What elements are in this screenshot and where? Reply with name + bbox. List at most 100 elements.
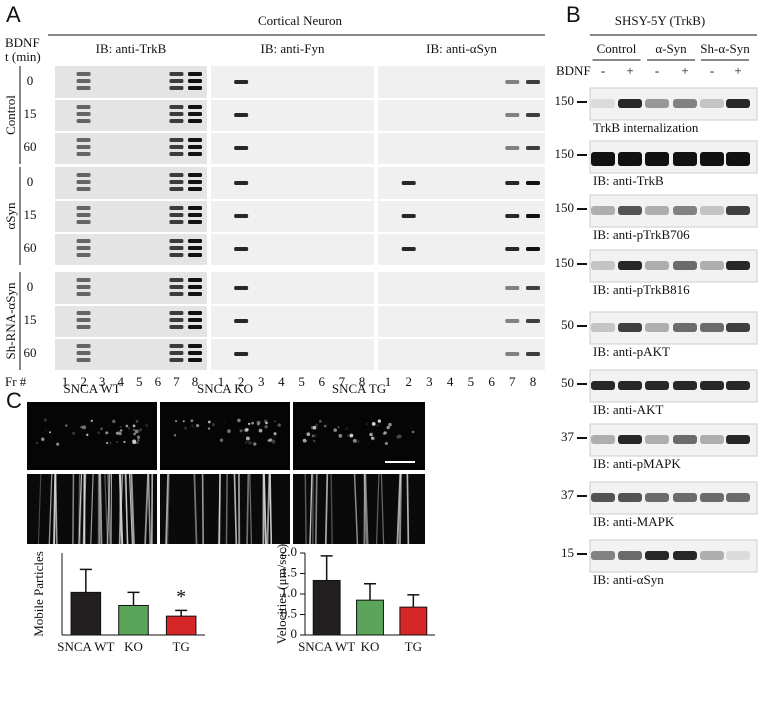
band — [188, 112, 202, 116]
speckle — [144, 423, 149, 428]
band — [188, 351, 202, 355]
band — [234, 352, 249, 356]
group-label: αSyn — [3, 202, 18, 230]
band — [726, 551, 750, 560]
speckle — [267, 439, 271, 442]
speckle — [71, 431, 76, 435]
speckle — [251, 421, 254, 425]
band — [505, 286, 520, 290]
band — [700, 152, 724, 166]
time-label: 0 — [27, 174, 34, 189]
band — [591, 381, 615, 390]
band — [526, 146, 540, 150]
band — [169, 86, 184, 90]
kymo-track — [125, 473, 129, 545]
band — [188, 180, 202, 184]
speckle — [245, 436, 250, 441]
speckle — [125, 424, 129, 428]
treatment: - — [655, 63, 659, 78]
band — [505, 352, 520, 356]
band — [169, 220, 184, 224]
kymo-track — [78, 473, 83, 545]
speckle — [365, 422, 369, 426]
band — [645, 152, 669, 166]
mw-marker: 150 — [555, 255, 575, 270]
band — [645, 493, 669, 502]
kymo-track — [90, 473, 94, 545]
kymo-track — [55, 473, 58, 545]
speckle — [345, 427, 348, 431]
bdnf-label: BDNF — [5, 35, 40, 50]
speckle — [257, 423, 260, 426]
speckle — [41, 437, 45, 441]
speckle — [237, 418, 241, 423]
y-tick-label: 0 — [291, 626, 298, 641]
band — [401, 214, 416, 218]
band — [526, 80, 540, 84]
speckle — [239, 429, 243, 433]
band — [76, 278, 91, 282]
panel-label: A — [6, 2, 21, 27]
speckle — [371, 436, 374, 440]
band — [673, 435, 697, 444]
band — [76, 152, 91, 156]
speckle — [245, 428, 249, 432]
band — [188, 138, 202, 142]
band — [188, 220, 202, 224]
speckle — [349, 433, 354, 438]
blot-caption: IB: anti-MAPK — [593, 514, 675, 529]
kymo-track — [106, 473, 111, 545]
speckle — [35, 441, 39, 445]
fraction-number: 4 — [447, 374, 454, 389]
bar — [399, 606, 428, 636]
band — [234, 181, 249, 185]
mw-marker: 15 — [561, 545, 574, 560]
band — [618, 206, 642, 215]
y-tick-label: 1.5 — [281, 564, 297, 579]
time-label: 0 — [27, 73, 34, 88]
band — [234, 113, 249, 117]
blot-label: IB: anti-TrkB — [96, 41, 167, 56]
mw-marker: 37 — [561, 429, 575, 444]
speckle — [80, 425, 83, 429]
band — [673, 551, 697, 560]
band — [169, 180, 184, 184]
kymo-track — [225, 473, 228, 545]
speckle — [212, 441, 216, 445]
x-tick-label: TG — [405, 639, 422, 654]
band — [726, 493, 750, 502]
band — [188, 145, 202, 149]
band — [618, 493, 642, 502]
blot-caption: IB: anti-αSyn — [593, 572, 664, 587]
band — [188, 246, 202, 250]
band — [526, 214, 540, 218]
band — [76, 325, 91, 329]
speckle — [265, 421, 268, 425]
kymo-track — [268, 473, 273, 545]
speckle — [86, 433, 89, 436]
treatment: + — [626, 63, 633, 78]
band — [618, 381, 642, 390]
kymo-track — [315, 473, 318, 545]
speckle — [97, 431, 101, 435]
band — [505, 247, 520, 251]
speckle — [133, 432, 136, 436]
band — [188, 79, 202, 83]
band — [618, 152, 642, 166]
fraction-number: 4 — [278, 374, 285, 389]
x-tick-label: KO — [361, 639, 380, 654]
band — [188, 311, 202, 315]
band — [188, 187, 202, 191]
kymo-track — [304, 473, 307, 545]
kymo-track — [119, 473, 124, 545]
speckle — [56, 442, 60, 446]
band — [505, 181, 520, 185]
speckle — [372, 433, 375, 436]
speckle — [352, 438, 357, 443]
mw-marker: 37 — [561, 487, 575, 502]
speckle — [118, 431, 122, 436]
band — [169, 119, 184, 123]
time-label: 0 — [27, 279, 34, 294]
time-label: 15 — [24, 106, 37, 121]
speckle — [337, 426, 340, 429]
